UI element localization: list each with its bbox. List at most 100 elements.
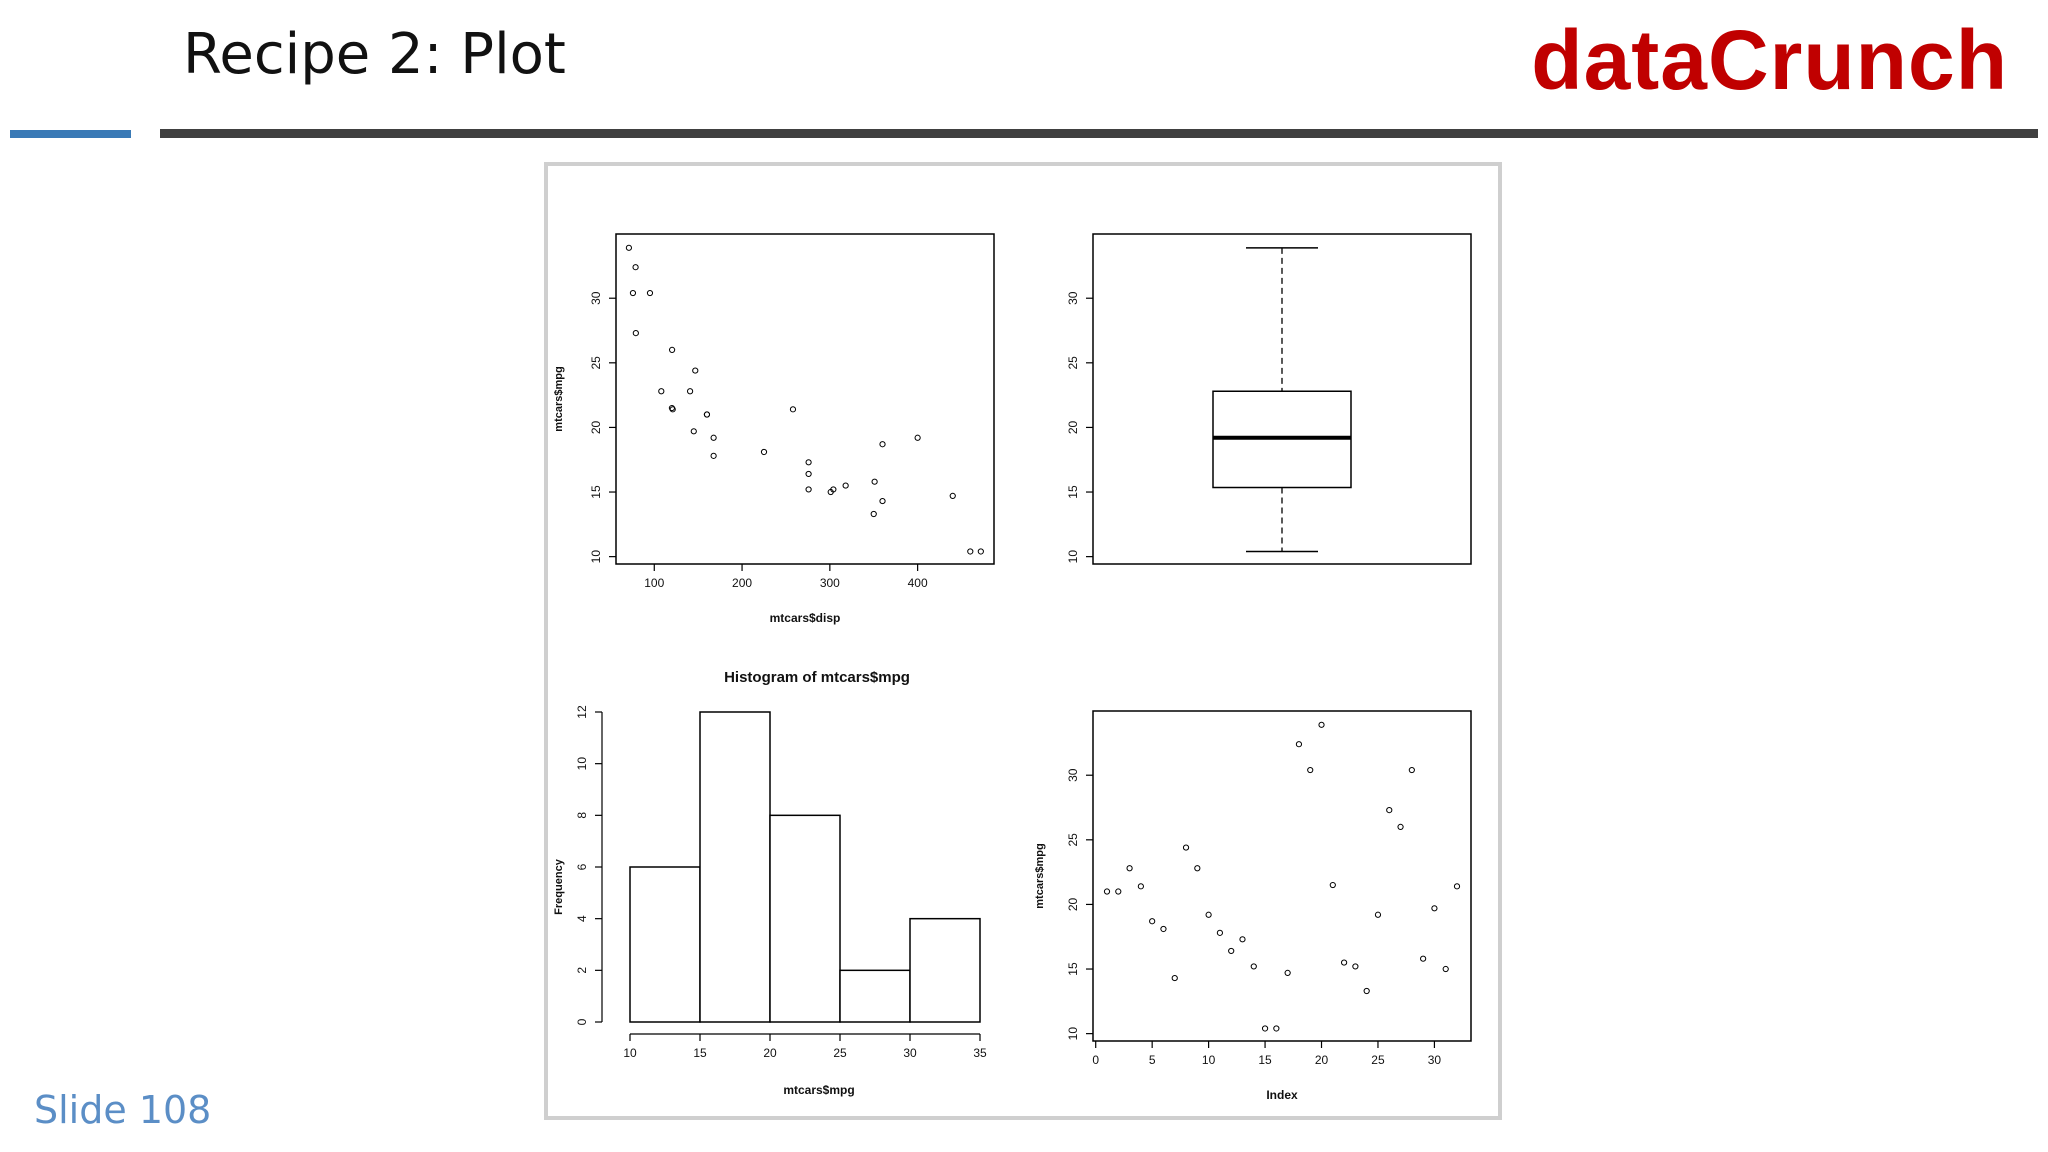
- scatter-disp-point: [842, 482, 849, 489]
- scatter-disp-y-label: mtcars$mpg: [553, 366, 565, 431]
- scatter-disp-point: [690, 428, 697, 435]
- index-plot-y-axis-tick-label: 25: [1066, 833, 1080, 847]
- index-plot-y-label: mtcars$mpg: [1034, 843, 1046, 908]
- scatter-disp-point: [870, 510, 877, 518]
- scatter-disp-point: [625, 244, 633, 251]
- scatter-disp-point: [703, 411, 711, 418]
- scatter-disp-frame: [615, 233, 995, 565]
- scatter-disp-point: [686, 388, 694, 395]
- scatter-disp-point: [668, 346, 676, 354]
- slide-title: Recipe 2: Plot: [183, 22, 566, 87]
- scatter-disp-y-axis-tick-label: 30: [589, 291, 603, 305]
- scatter-disp-point: [646, 289, 654, 297]
- index-plot-point: [1103, 888, 1111, 895]
- scatter-disp-point: [789, 406, 797, 413]
- boxplot-y-axis-tick-label: 30: [1066, 291, 1080, 305]
- scatter-disp-point: [710, 452, 717, 459]
- index-plot-point: [1115, 888, 1122, 895]
- index-plot-x-axis-tick-label: 20: [1315, 1053, 1329, 1067]
- index-plot-x-label: Index: [1266, 1088, 1298, 1102]
- histogram-bar: [629, 866, 701, 1023]
- boxplot-y-axis-tick-label: 15: [1066, 485, 1080, 499]
- index-plot-point: [1228, 947, 1235, 955]
- scatter-disp-x-axis-tick-label: 100: [644, 576, 664, 590]
- index-plot-point: [1431, 905, 1438, 912]
- scatter-disp-point: [914, 434, 921, 441]
- index-plot-point: [1149, 918, 1156, 925]
- scatter-disp-x-axis-tick-label: 300: [820, 576, 840, 590]
- index-plot-point: [1137, 883, 1144, 890]
- scatter-disp-point: [692, 367, 699, 374]
- boxplot-y-axis-tick-label: 25: [1066, 356, 1080, 370]
- histogram-x-label: mtcars$mpg: [783, 1083, 854, 1097]
- histogram-y-axis-tick-label: 6: [575, 863, 589, 870]
- scatter-disp-point: [879, 441, 886, 448]
- figure-frame: 10 15 20 25 30 100 200 300 400 mtcars$mpg mtcars$d…: [544, 162, 1502, 1120]
- scatter-disp-point: [669, 406, 676, 413]
- index-plot-point: [1307, 766, 1314, 774]
- index-plot-point: [1408, 766, 1415, 774]
- scatter-disp-x-axis-tick-label: 400: [908, 576, 928, 590]
- scatter-disp-y-axis-tick-label: 10: [589, 550, 603, 564]
- scatter-disp-x-axis-tick-label: 200: [732, 576, 752, 590]
- scatter-disp-point: [949, 492, 956, 500]
- index-plot-point: [1386, 807, 1393, 814]
- histogram-bar: [699, 711, 771, 1023]
- scatter-disp-point: [658, 388, 665, 395]
- index-plot-y-axis-tick-label: 20: [1066, 897, 1080, 911]
- index-plot-point: [1126, 865, 1133, 872]
- boxplot-frame: [1092, 233, 1472, 565]
- scatter-disp-point: [710, 434, 717, 441]
- scatter-disp-point: [629, 289, 637, 297]
- scatter-disp-y-axis-tick-label: 25: [589, 356, 603, 370]
- scatter-disp-point: [632, 264, 639, 271]
- index-plot-y-axis-tick-label: 30: [1066, 768, 1080, 782]
- histogram-bar: [769, 814, 841, 1023]
- histogram-y-axis-tick-label: 12: [575, 705, 589, 719]
- index-plot-point: [1182, 844, 1190, 851]
- index-plot-point: [1374, 911, 1382, 918]
- scatter-disp-panel: 10 15 20 25 30 100 200 300 400 mtcars$mpg mtcars$d…: [553, 233, 995, 625]
- histogram-x-axis-tick-label: 10: [623, 1046, 637, 1060]
- histogram-y-axis-tick-label: 8: [575, 812, 589, 819]
- histogram-x-axis-tick-label: 20: [763, 1046, 777, 1060]
- scatter-disp-x-label: mtcars$disp: [770, 611, 841, 625]
- histogram-x-axis-tick-label: 25: [833, 1046, 847, 1060]
- index-plot-point: [1453, 883, 1461, 890]
- histogram-x-axis-tick-label: 35: [973, 1046, 987, 1060]
- index-plot-point: [1329, 881, 1336, 889]
- scatter-disp-point: [967, 548, 974, 555]
- scatter-disp-point: [632, 330, 639, 337]
- index-plot-point: [1194, 865, 1201, 872]
- histogram-y-label: Frequency: [553, 858, 565, 915]
- index-plot-point: [1363, 987, 1370, 995]
- brand-logo: dataCrunch: [1531, 13, 2008, 107]
- histogram-panel: Histogram of mtcars$mpg 0 2 4 6 8 10 12 10 15 20 25…: [553, 669, 987, 1097]
- index-plot-point: [1352, 963, 1359, 970]
- index-plot-point: [1318, 721, 1325, 728]
- index-plot-point: [1261, 1025, 1269, 1032]
- index-plot-point: [1239, 936, 1246, 943]
- index-plot-point: [1397, 823, 1404, 831]
- index-plot-point: [1284, 969, 1291, 977]
- index-plot-x-axis-tick-label: 15: [1258, 1053, 1272, 1067]
- slide-number: Slide 108: [34, 1088, 212, 1132]
- accent-divider: [10, 130, 131, 138]
- index-plot-point: [1442, 965, 1449, 973]
- index-plot-point: [1250, 963, 1257, 970]
- index-plot-point: [1340, 959, 1348, 966]
- header-divider: [160, 129, 2038, 138]
- histogram-y-axis-tick-label: 10: [575, 757, 589, 771]
- histogram-bar: [909, 917, 981, 1023]
- boxplot-y-axis-tick-label: 10: [1066, 550, 1080, 564]
- index-plot-point: [1420, 955, 1427, 962]
- index-plot-point: [1295, 741, 1303, 748]
- histogram-y-axis-tick-label: 4: [575, 915, 589, 922]
- index-plot-x-axis-tick-label: 25: [1371, 1053, 1385, 1067]
- index-plot-x-axis-tick-label: 5: [1149, 1053, 1156, 1067]
- histogram-title: Histogram of mtcars$mpg: [724, 669, 910, 686]
- index-plot-point: [1171, 974, 1178, 982]
- index-plot-point: [1160, 925, 1167, 933]
- index-plot-y-axis-tick-label: 10: [1066, 1027, 1080, 1041]
- index-plot-point: [1205, 911, 1212, 918]
